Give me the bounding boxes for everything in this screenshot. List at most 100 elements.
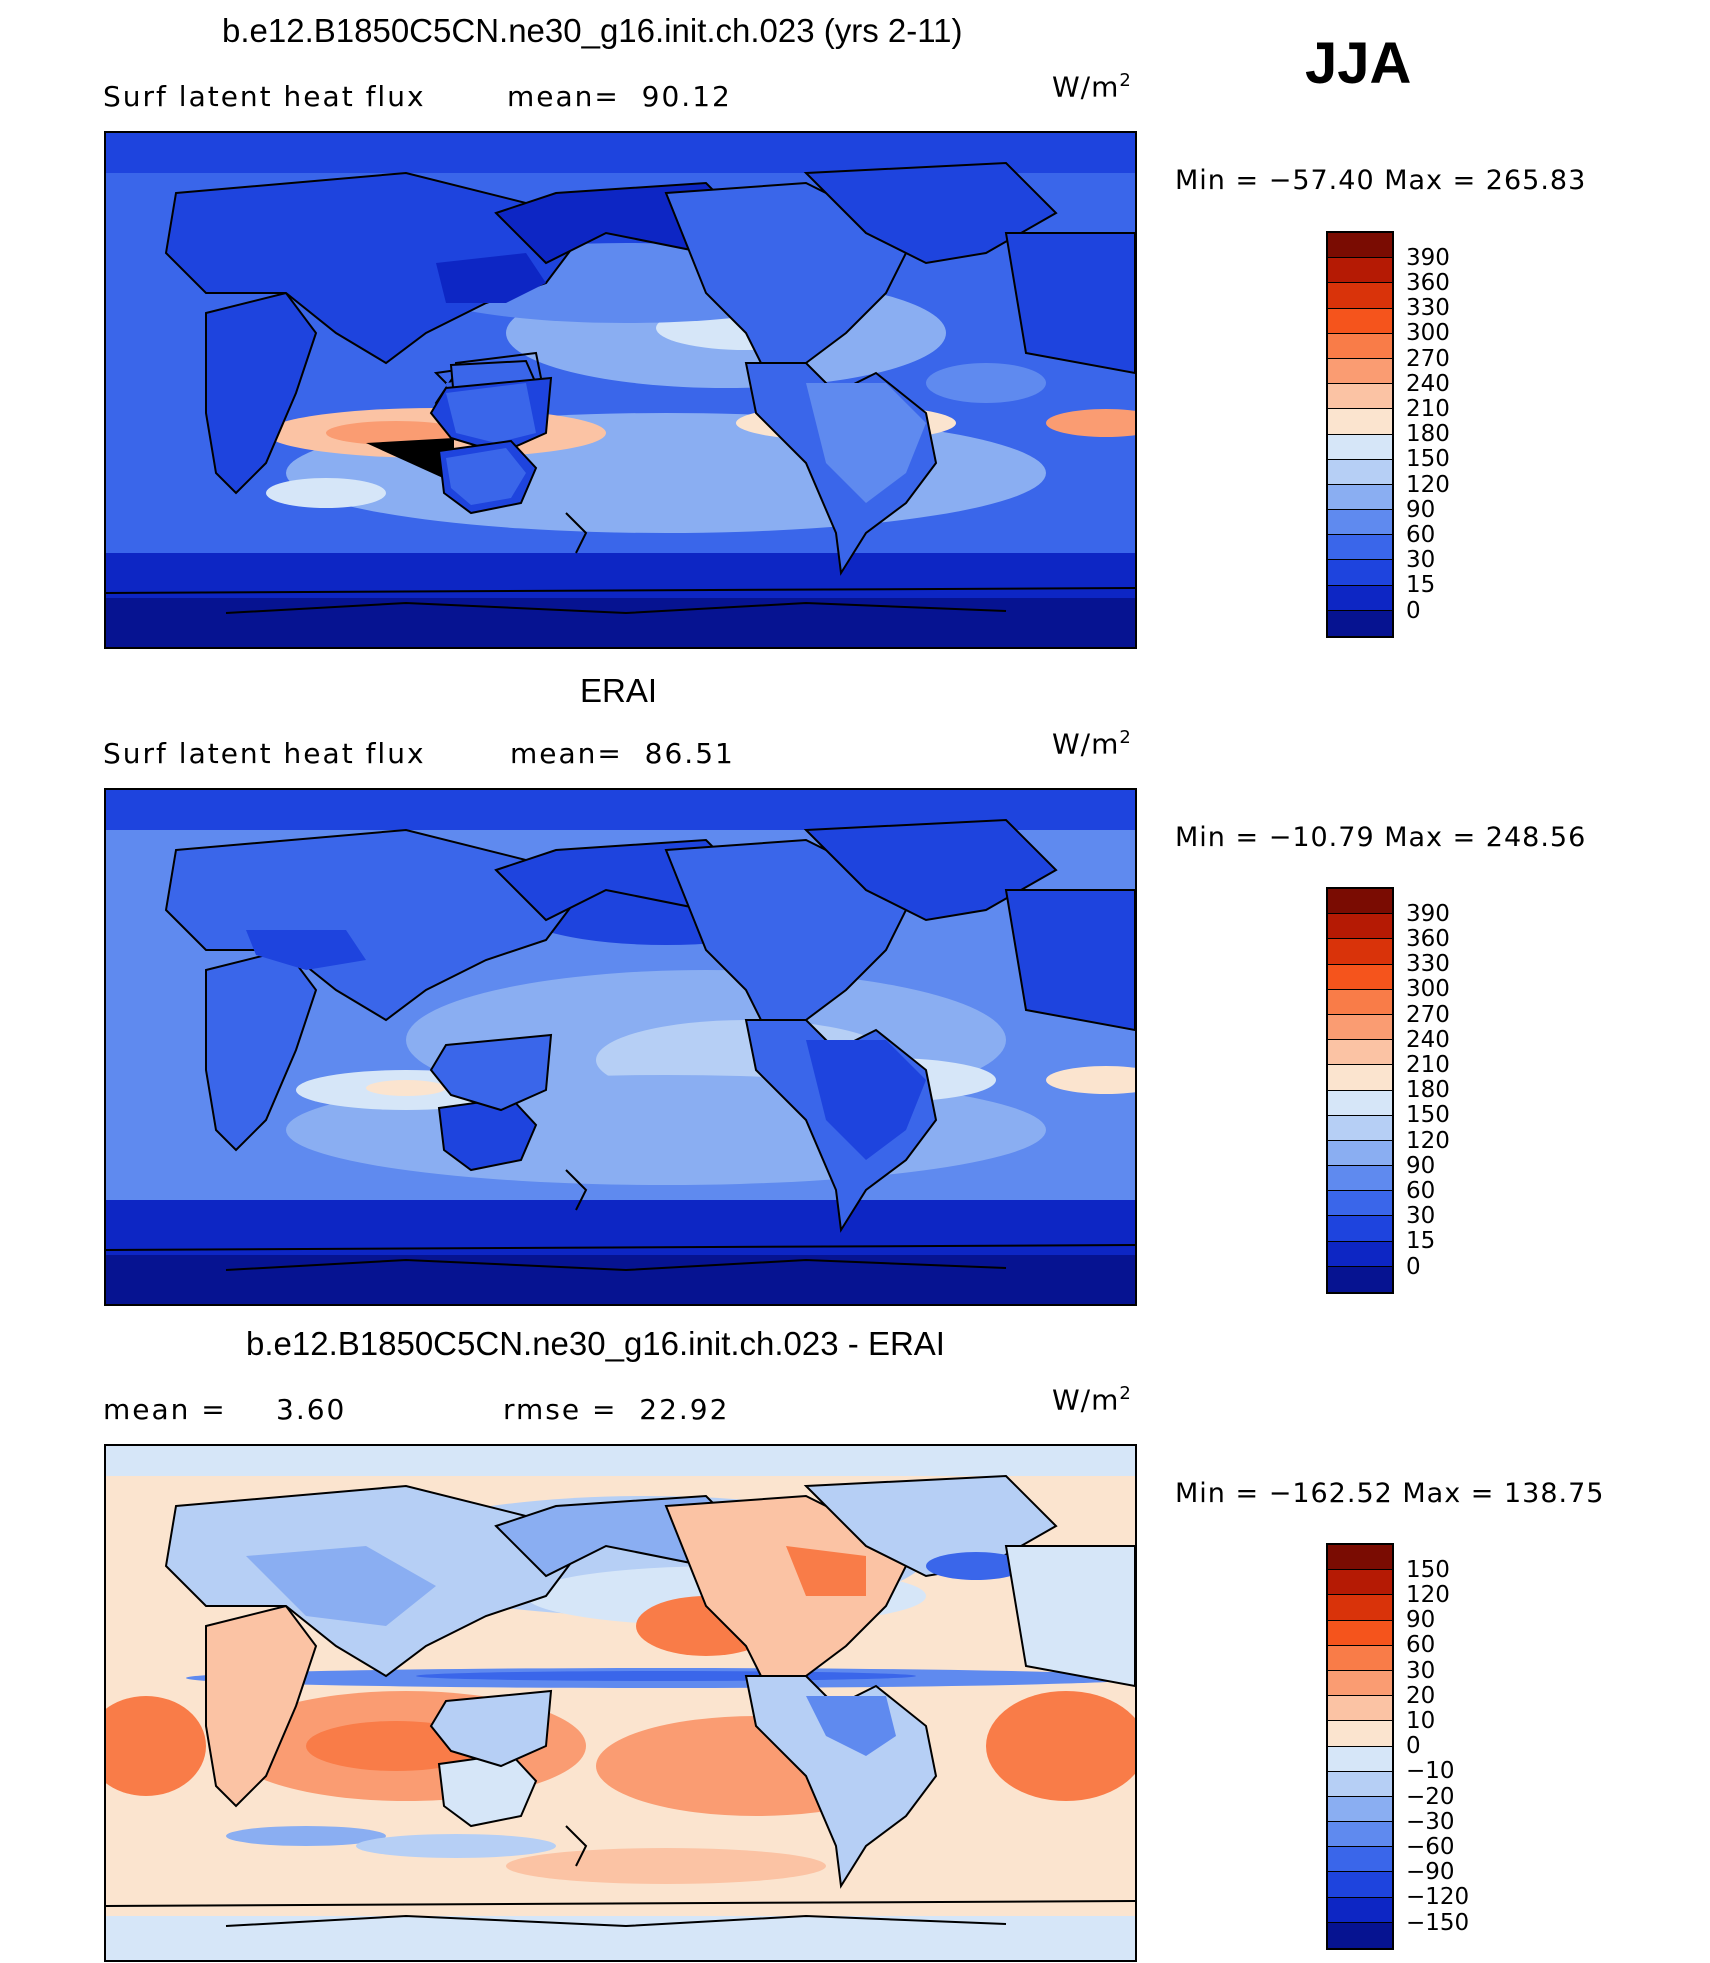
panel-2-title: ERAI [580, 672, 658, 709]
colorbar-swatch [1328, 610, 1392, 636]
panel-3-map [104, 1444, 1137, 1962]
colorbar-swatch [1328, 1620, 1392, 1646]
colorbar-swatch [1328, 1241, 1392, 1267]
colorbar-swatch [1328, 333, 1392, 359]
panel-3-minmax: Min = −162.52 Max = 138.75 [1175, 1478, 1605, 1509]
panel-2-minmax: Min = −10.79 Max = 248.56 [1175, 822, 1587, 853]
colorbar-tick-label: 240 [1406, 370, 1450, 397]
panel-3-mean: 3.60 [276, 1393, 347, 1426]
colorbar-swatch [1328, 1216, 1392, 1242]
colorbar-swatch [1328, 1040, 1392, 1066]
colorbar-tick-label: 390 [1406, 244, 1450, 271]
panel-2-variable-label: Surf latent heat flux [103, 737, 426, 770]
colorbar-tick-label: −10 [1406, 1758, 1455, 1785]
colorbar-swatch [1328, 889, 1392, 915]
colorbar-swatch [1328, 233, 1392, 259]
colorbar-tick-label: 0 [1406, 597, 1421, 624]
colorbar-swatch [1328, 459, 1392, 485]
colorbar-tick-label: 360 [1406, 269, 1450, 296]
colorbar-swatch [1328, 1847, 1392, 1873]
colorbar-swatch [1328, 1822, 1392, 1848]
colorbar-tick-label: 150 [1406, 1102, 1450, 1129]
colorbar-swatch [1328, 1191, 1392, 1217]
colorbar-swatch [1328, 1065, 1392, 1091]
colorbar-swatch [1328, 1545, 1392, 1571]
colorbar-tick-label: −120 [1406, 1884, 1470, 1911]
panel-1-mean: mean= 90.12 [507, 80, 732, 113]
colorbar-tick-label: −30 [1406, 1808, 1455, 1835]
panel-2-mean: mean= 86.51 [510, 737, 735, 770]
colorbar-swatch [1328, 914, 1392, 940]
colorbar-swatch [1328, 1090, 1392, 1116]
colorbar-tick-label: 390 [1406, 900, 1450, 927]
panel-2-colorbar [1326, 887, 1394, 1294]
colorbar-swatch [1328, 308, 1392, 334]
colorbar-tick-label: −60 [1406, 1833, 1455, 1860]
colorbar-tick-label: 330 [1406, 295, 1450, 322]
colorbar-tick-label: 180 [1406, 1077, 1450, 1104]
colorbar-tick-label: 30 [1406, 1657, 1436, 1684]
colorbar-swatch [1328, 1872, 1392, 1898]
colorbar-swatch [1328, 1696, 1392, 1722]
colorbar-swatch [1328, 484, 1392, 511]
panel-3-mean-label: mean = [103, 1393, 227, 1426]
colorbar-swatch [1328, 1570, 1392, 1596]
colorbar-tick-label: 360 [1406, 925, 1450, 952]
colorbar-tick-label: 270 [1406, 1001, 1450, 1028]
panel-1-units: W/m2 [1052, 70, 1132, 104]
colorbar-swatch [1328, 283, 1392, 309]
colorbar-tick-label: 15 [1406, 1228, 1436, 1255]
colorbar-swatch [1328, 1670, 1392, 1697]
colorbar-swatch [1328, 258, 1392, 284]
colorbar-swatch [1328, 384, 1392, 410]
colorbar-tick-label: −90 [1406, 1859, 1455, 1886]
colorbar-swatch [1328, 1771, 1392, 1797]
panel-3-rmse: rmse = 22.92 [503, 1393, 730, 1426]
colorbar-swatch [1328, 1645, 1392, 1671]
panel-3-colorbar [1326, 1543, 1394, 1950]
panel-1-map [104, 131, 1137, 649]
difference-latent-heat-map [106, 1446, 1135, 1960]
colorbar-tick-label: 120 [1406, 1127, 1450, 1154]
panel-3-title: b.e12.B1850C5CN.ne30_g16.init.ch.023 - E… [246, 1325, 945, 1362]
panel-2-map [104, 788, 1137, 1306]
colorbar-tick-label: 150 [1406, 446, 1450, 473]
colorbar-tick-label: 30 [1406, 547, 1436, 574]
colorbar-swatch [1328, 1140, 1392, 1167]
colorbar-tick-label: 240 [1406, 1026, 1450, 1053]
season-label: JJA [1305, 31, 1412, 96]
colorbar-tick-label: 210 [1406, 1051, 1450, 1078]
colorbar-swatch [1328, 1595, 1392, 1621]
colorbar-swatch [1328, 1746, 1392, 1772]
colorbar-swatch [1328, 585, 1392, 611]
colorbar-tick-label: 0 [1406, 1733, 1421, 1760]
panel-2-units: W/m2 [1052, 727, 1132, 761]
panel-1-colorbar [1326, 231, 1394, 638]
colorbar-tick-label: 20 [1406, 1682, 1436, 1709]
panel-1-title: b.e12.B1850C5CN.ne30_g16.init.ch.023 (yr… [222, 12, 963, 49]
colorbar-tick-label: −20 [1406, 1783, 1455, 1810]
panel-3-units: W/m2 [1052, 1383, 1132, 1417]
colorbar-swatch [1328, 1897, 1392, 1923]
colorbar-tick-label: 90 [1406, 1607, 1436, 1634]
colorbar-tick-label: 0 [1406, 1253, 1421, 1280]
colorbar-swatch [1328, 510, 1392, 536]
panel-1-minmax: Min = −57.40 Max = 265.83 [1175, 165, 1587, 196]
colorbar-swatch [1328, 939, 1392, 965]
colorbar-tick-label: 90 [1406, 496, 1436, 523]
colorbar-swatch [1328, 1922, 1392, 1948]
colorbar-tick-label: 15 [1406, 572, 1436, 599]
colorbar-swatch [1328, 535, 1392, 561]
model-latent-heat-map [106, 133, 1135, 647]
colorbar-swatch [1328, 1115, 1392, 1141]
colorbar-swatch [1328, 560, 1392, 586]
colorbar-tick-label: 300 [1406, 320, 1450, 347]
colorbar-swatch [1328, 1721, 1392, 1747]
colorbar-tick-label: 120 [1406, 471, 1450, 498]
colorbar-swatch [1328, 1796, 1392, 1823]
colorbar-tick-label: 60 [1406, 1632, 1436, 1659]
colorbar-swatch [1328, 409, 1392, 435]
colorbar-tick-label: 150 [1406, 1556, 1450, 1583]
colorbar-tick-label: 30 [1406, 1203, 1436, 1230]
colorbar-swatch [1328, 964, 1392, 990]
